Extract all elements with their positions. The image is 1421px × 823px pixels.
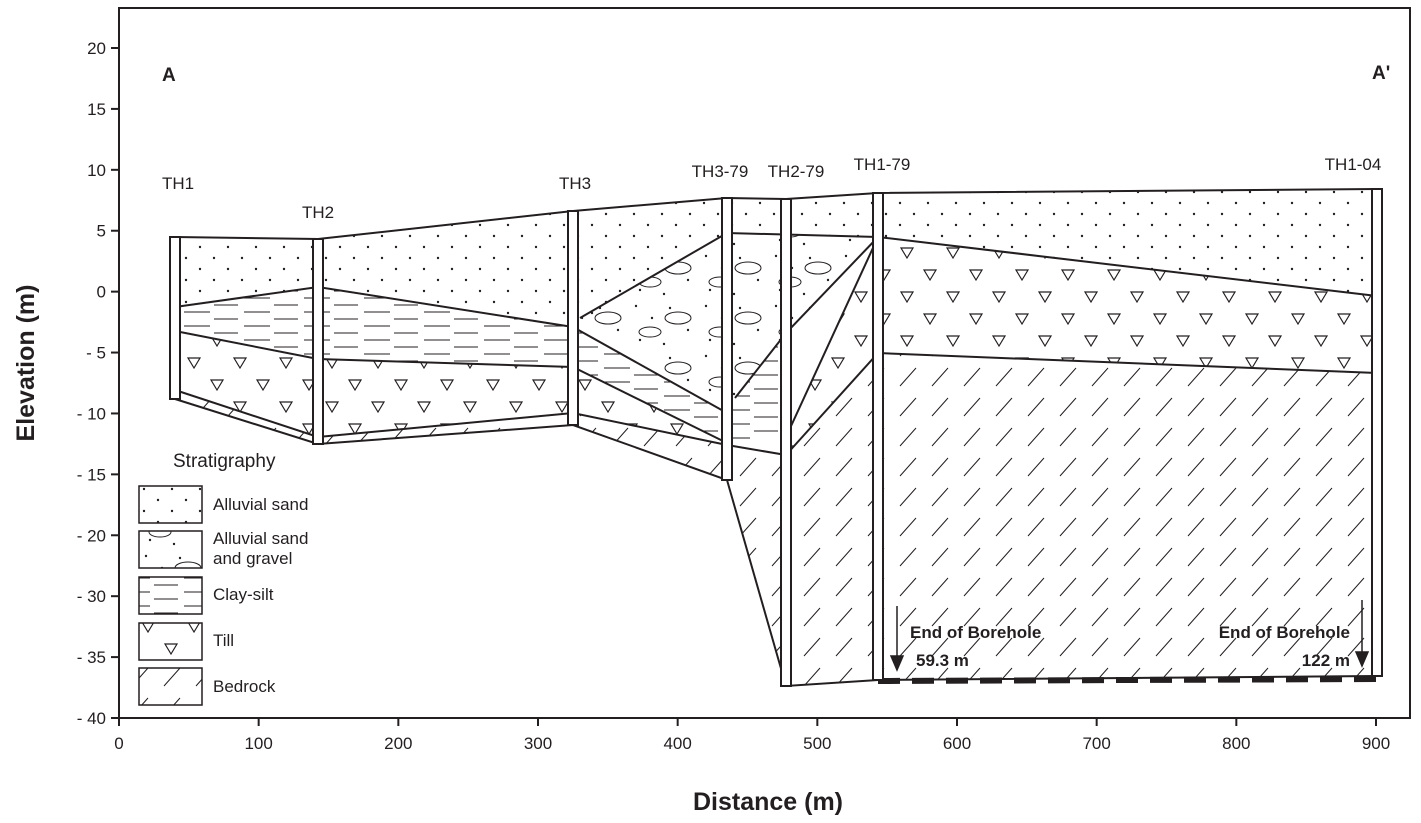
- contact: [734, 236, 879, 438]
- x-tick-label: 600: [943, 734, 971, 753]
- annotation: End of Borehole: [1219, 623, 1350, 642]
- contact: [572, 326, 728, 414]
- annotation: 122 m: [1302, 651, 1350, 670]
- legend-label: Alluvial sand: [213, 495, 308, 514]
- borehole-label: TH1: [162, 174, 194, 193]
- legend-swatch: [138, 667, 203, 706]
- y-tick-label: 0: [97, 283, 106, 302]
- y-tick-label: - 5: [86, 344, 106, 363]
- clay-layer: [727, 333, 786, 443]
- arrows: [889, 600, 1370, 672]
- y-tick-label: 5: [97, 222, 106, 241]
- annotation: 59.3 m: [916, 651, 969, 670]
- y-tick-label: - 30: [77, 587, 106, 606]
- y-tick-label: - 40: [77, 709, 106, 728]
- borehole: [780, 198, 792, 687]
- borehole-label: TH2-79: [768, 162, 825, 181]
- x-tick-label: 300: [524, 734, 552, 753]
- x-tick-label: 200: [384, 734, 412, 753]
- legend-label: Alluvial sand: [213, 529, 308, 548]
- borehole: [312, 238, 324, 445]
- annotation: End of Borehole: [910, 623, 1041, 642]
- x-tick-label: 500: [803, 734, 831, 753]
- borehole-label: TH3: [559, 174, 591, 193]
- x-tick-label: 900: [1362, 734, 1390, 753]
- x-tick-label: 400: [663, 734, 691, 753]
- borehole: [169, 236, 181, 400]
- borehole: [1371, 188, 1383, 677]
- borehole-label: TH1-79: [854, 155, 911, 174]
- y-tick-label: 10: [87, 161, 106, 180]
- borehole-columns: [169, 188, 1383, 687]
- x-tick-label: 700: [1082, 734, 1110, 753]
- borehole: [872, 192, 884, 681]
- legend-title: Stratigraphy: [173, 451, 276, 472]
- y-tick-label: - 10: [77, 404, 106, 423]
- x-tick-label: 800: [1222, 734, 1250, 753]
- section-end: A': [1372, 63, 1390, 84]
- x-tick-label: 100: [244, 734, 272, 753]
- legend-swatches: [138, 485, 203, 706]
- plot-frame: [118, 7, 1411, 719]
- contact: [174, 330, 728, 444]
- borehole-label: TH1-04: [1325, 155, 1382, 174]
- legend-label: and gravel: [213, 549, 292, 568]
- x-axis-title: Distance (m): [693, 788, 843, 816]
- legend-label: Bedrock: [213, 677, 276, 696]
- contact: [579, 231, 1378, 319]
- legend-label: Clay-silt: [213, 585, 274, 604]
- y-tick-label: - 20: [77, 526, 106, 545]
- y-axis-title: Elevation (m): [12, 285, 40, 442]
- legend-swatch: [138, 576, 203, 615]
- legend-swatch: [138, 622, 203, 661]
- y-tick-label: - 35: [77, 648, 106, 667]
- section-start: A: [162, 65, 176, 86]
- borehole-label: TH2: [302, 203, 334, 222]
- borehole: [721, 197, 733, 481]
- bedrock-layer: [175, 353, 1377, 686]
- borehole: [567, 210, 579, 426]
- borehole-label: TH3-79: [692, 162, 749, 181]
- y-tick-label: 20: [87, 39, 106, 58]
- sand-layer: [175, 189, 1377, 327]
- y-tick-label: 15: [87, 100, 106, 119]
- legend-swatch: [138, 530, 203, 569]
- arrow-head: [889, 655, 905, 672]
- legend-swatch: [138, 485, 203, 524]
- till-layer: [878, 237, 1377, 373]
- borehole-end-line: [877, 676, 1386, 684]
- legend-label: Till: [213, 631, 234, 650]
- x-tick-label: 0: [114, 734, 123, 753]
- y-tick-label: - 15: [77, 465, 106, 484]
- arrow-head: [1354, 651, 1370, 668]
- till-layer: [786, 237, 878, 455]
